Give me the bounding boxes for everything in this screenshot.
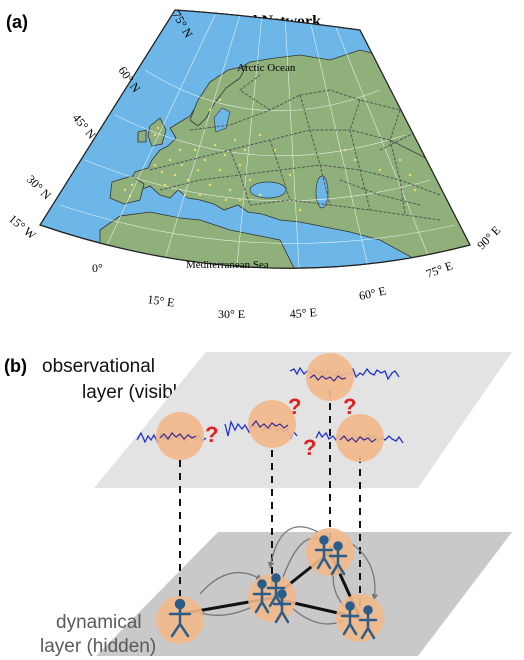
question-mark-4: ? xyxy=(303,435,316,460)
mediterranean-sea-label: Mediterranean Sea xyxy=(186,259,269,271)
question-mark-3: ? xyxy=(343,394,356,419)
panel-a-label: (a) xyxy=(6,12,28,32)
lon-label-90e: 90° E xyxy=(474,223,503,252)
people-figures xyxy=(168,535,378,640)
obs-node-4 xyxy=(336,414,384,462)
question-mark-1: ? xyxy=(205,422,218,447)
observational-label-line1: observational xyxy=(42,356,155,377)
obs-node-1 xyxy=(156,412,204,460)
dynamical-plane xyxy=(96,532,512,656)
land-ireland xyxy=(137,129,147,143)
city-dots xyxy=(123,98,417,212)
dynamical-label-line1: dynamical xyxy=(56,612,142,633)
land-iberia xyxy=(109,175,145,205)
land-britain xyxy=(147,117,167,147)
panel-b-label: (b) xyxy=(4,356,27,376)
lon-label-0: 0° xyxy=(92,261,103,275)
lon-label-15e: 15° E xyxy=(147,292,176,310)
lat-label-15w: 15° W xyxy=(6,212,39,243)
lon-label-75e: 75° E xyxy=(424,258,454,280)
dynamical-label-line2: layer (hidden) xyxy=(40,636,156,657)
person-icon xyxy=(314,535,334,570)
arctic-ocean-label: Arctic Ocean xyxy=(237,62,296,74)
question-mark-2: ? xyxy=(288,394,301,419)
dyn-node-2 xyxy=(248,574,296,622)
panel-a: (a) E-Road Network xyxy=(6,9,503,322)
person-icon xyxy=(272,589,292,624)
person-icon xyxy=(340,601,360,636)
map xyxy=(39,9,471,269)
road-network xyxy=(149,74,461,221)
observational-plane xyxy=(94,352,512,488)
person-icon xyxy=(168,598,192,638)
land-eurasia xyxy=(129,49,470,263)
obs-node-2 xyxy=(248,400,296,448)
land-scandinavia xyxy=(189,65,247,127)
person-icon xyxy=(328,541,348,576)
panel-b: (b) observational layer (visible) xyxy=(4,352,512,657)
graticule xyxy=(59,14,456,269)
question-marks: ? ? ? ? xyxy=(205,394,356,460)
black-sea xyxy=(249,181,287,199)
node-signal-overlays xyxy=(159,374,377,443)
lat-label-30n: 30° N xyxy=(24,172,54,202)
person-icon xyxy=(266,573,286,608)
dyn-node-3 xyxy=(306,528,354,576)
lon-label-60e: 60° E xyxy=(358,284,387,303)
map-border xyxy=(39,9,471,269)
person-icon xyxy=(358,605,378,640)
observational-label-line2: layer (visible) xyxy=(82,382,194,403)
person-icon xyxy=(252,579,272,614)
lon-label-30e: 30° E xyxy=(218,307,245,321)
lon-label-45e: 45° E xyxy=(289,305,317,321)
